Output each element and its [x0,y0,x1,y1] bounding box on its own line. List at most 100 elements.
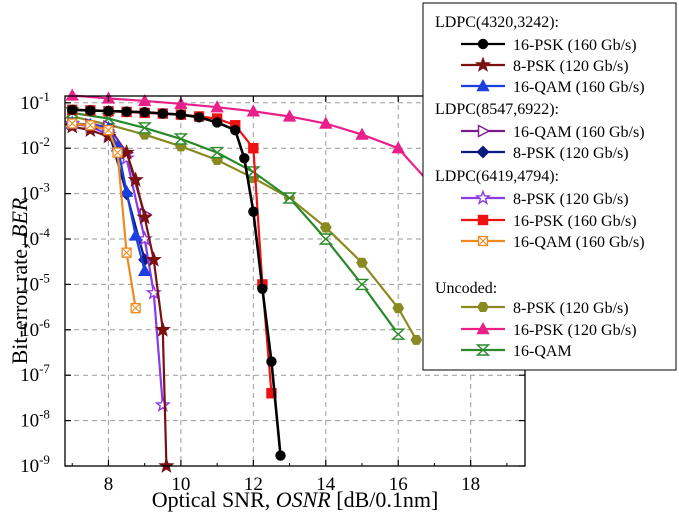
legend-entry: 16-QAM [461,343,572,360]
legend-label: 16-QAM (160 Gb/s) [513,124,645,141]
data-point [128,228,143,241]
data-point [230,124,241,136]
data-point [112,147,123,158]
y-tick-label: 10-8 [20,407,50,432]
legend-entry: 16-PSK (160 Gb/s) [461,213,637,230]
data-point [392,303,405,314]
legend-label: 16-QAM (160 Gb/s) [513,79,645,96]
data-point [193,112,205,123]
data-point [211,117,223,128]
legend-entry: 8-PSK (120 Gb/s) [461,145,629,162]
y-tick-label: 10-6 [20,316,50,341]
data-point [266,356,277,367]
series-line [72,108,282,456]
legend-group-title: Uncoded: [435,280,497,297]
y-tick-label: 10-9 [20,452,50,477]
y-tick-label: 10-3 [20,180,50,205]
data-point [239,153,250,164]
data-point [103,105,114,117]
data-point [130,302,141,314]
data-point [282,192,297,204]
data-point [475,344,491,356]
data-point [282,109,297,122]
data-point [476,145,490,159]
data-point [103,124,114,136]
data-point [138,263,152,276]
legend: LDPC(4320,3242): 16-PSK (160 Gb/s) 8-PSK (… [422,2,677,371]
x-tick-label: 18 [461,474,480,495]
data-point [319,116,333,129]
x-tick-label: 8 [104,474,114,495]
data-point [85,105,96,116]
data-point [175,109,187,120]
legend-group-title: LDPC(4320,3242): [435,14,559,31]
data-point [477,124,491,138]
data-point [246,104,261,117]
data-point [477,214,489,226]
y-tick-label: 10-1 [20,89,50,114]
data-point [476,322,490,335]
data-point [257,283,268,295]
legend-label: 16-PSK (160 Gb/s) [513,213,637,230]
legend-entry: 16-PSK (120 Gb/s) [461,322,637,339]
data-point [173,133,189,145]
legend-entry: 8-PSK (120 Gb/s) [461,300,629,317]
data-point [139,107,150,118]
data-point [248,143,259,154]
legend-entry: 16-QAM (160 Gb/s) [461,124,645,141]
legend-entry: 16-QAM (160 Gb/s) [461,234,645,251]
x-tick-label: 10 [171,474,190,495]
data-point [119,184,134,197]
legend-label: 16-QAM [513,343,572,360]
data-point [319,222,332,233]
data-point [157,108,168,119]
data-point [174,96,188,110]
series-line [72,111,400,335]
data-point [477,235,489,247]
data-point [474,189,492,205]
data-point [356,257,368,268]
series-6 [67,104,277,399]
data-point [476,79,490,92]
series-layer [64,88,442,473]
legend-label: 16-PSK (160 Gb/s) [513,37,637,54]
legend-label: 8-PSK (120 Gb/s) [513,58,629,75]
data-point [318,233,334,245]
y-tick-label: 10-2 [20,134,50,159]
legend-label: 8-PSK (120 Gb/s) [513,300,629,317]
data-point [210,100,224,113]
data-point [154,396,171,412]
y-axis-label: Bit-error rate, BER [7,197,32,364]
x-tick-label: 12 [244,474,263,495]
data-point [138,93,152,107]
data-point [121,247,132,258]
data-point [266,388,277,399]
legend-entry: 8-PSK (120 Gb/s) [461,189,629,208]
data-point [85,120,96,131]
data-point [145,251,162,267]
legend-entry: 8-PSK (120 Gb/s) [461,56,629,75]
data-point [154,321,171,337]
legend-group-title: LDPC(8547,6922): [435,101,559,118]
x-tick-label: 16 [389,474,408,495]
data-point [67,104,78,116]
series-0 [67,104,286,461]
legend-entry: 16-PSK (160 Gb/s) [461,37,637,54]
data-point [474,56,492,72]
data-point [391,141,405,154]
data-point [136,208,153,225]
data-point [477,38,489,50]
data-point [477,301,489,313]
data-point [137,122,152,134]
legend-group-title: LDPC(6419,4794): [435,168,559,185]
data-point [209,146,225,159]
data-point [67,118,78,129]
data-point [354,278,370,291]
data-point [127,171,144,187]
series-7 [67,118,141,314]
legend-label: 8-PSK (120 Gb/s) [513,145,629,162]
data-point [246,166,261,178]
x-tick-label: 14 [316,474,336,495]
data-point [275,450,286,461]
